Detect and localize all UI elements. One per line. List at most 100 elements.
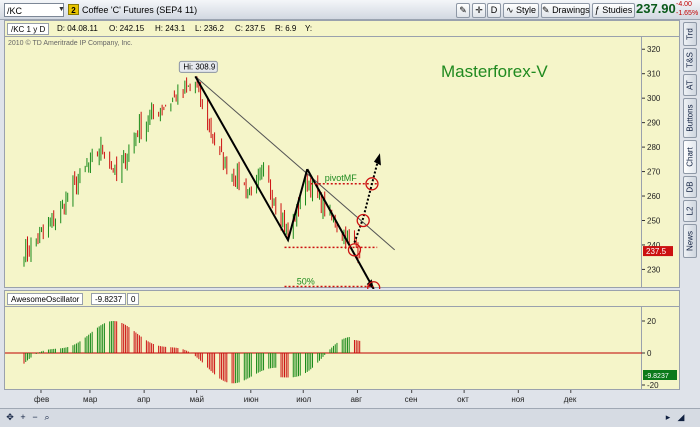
drawings-icon: ✎ xyxy=(542,5,550,15)
last-price-tag xyxy=(643,246,673,257)
projection-line xyxy=(306,168,375,289)
tab-buttons[interactable]: Buttons xyxy=(683,98,697,138)
drawings-button[interactable]: ✎ Drawings xyxy=(541,3,590,18)
bar-high: H: 243.1 xyxy=(155,24,186,33)
tab-ts-label: T&S xyxy=(685,52,695,68)
trend-line xyxy=(195,76,396,251)
price-change: -4.00 xyxy=(676,1,692,8)
bar-close: C: 237.5 xyxy=(235,24,266,33)
oscillator-value: -9.8237 xyxy=(91,293,127,305)
tab-at[interactable]: AT xyxy=(683,74,697,96)
oscillator-chart[interactable] xyxy=(5,307,643,391)
bar-low: L: 236.2 xyxy=(195,24,224,33)
date-axis[interactable]: фев мар апр май июн июл авг сен окт ноя дек xyxy=(4,390,680,408)
zoom-in-icon[interactable]: + xyxy=(20,412,26,422)
chart-toolbar: /KC ▼ 2 Coffee 'C' Futures (SEP4 11) ✎ ✛… xyxy=(0,0,700,20)
bottom-toolbar: ✥ + − ⌕ ▸ ◢ xyxy=(0,408,700,427)
copyright-text: 2010 © TD Ameritrade IP Company, Inc. xyxy=(8,40,133,47)
fifty-percent-label: 50% xyxy=(297,277,315,287)
tab-buttons-label: Buttons xyxy=(685,104,695,132)
price-tick-label: 260 xyxy=(647,192,661,201)
zoom-out-icon[interactable]: − xyxy=(32,412,38,422)
wave-path xyxy=(194,75,309,243)
month-label: июн xyxy=(244,395,259,404)
pencil-icon[interactable]: ✎ xyxy=(456,3,470,18)
month-label: авг xyxy=(350,395,362,404)
oscillator-axis[interactable]: 20 0 -20 -9.8237 xyxy=(642,306,680,390)
expand-icon[interactable]: ◢ xyxy=(677,412,685,422)
scroll-right-icon[interactable]: ▸ xyxy=(665,412,671,422)
tab-chart[interactable]: Chart xyxy=(683,140,697,174)
high-label-box xyxy=(178,60,218,73)
style-button-label: Style xyxy=(516,5,537,15)
crosshair-icon[interactable]: ✛ xyxy=(472,3,486,18)
watermark-text: Masterforex-V xyxy=(441,62,548,81)
price-tick-label: 320 xyxy=(647,45,661,54)
month-label: дек xyxy=(564,395,577,404)
drag-pan-icon[interactable]: ✥ xyxy=(6,412,14,422)
month-label: мар xyxy=(83,395,98,404)
tab-chart-label: Chart xyxy=(685,147,695,167)
chart-type-button[interactable]: D xyxy=(487,3,501,18)
bar-range: R: 6.9 xyxy=(275,24,297,33)
oscillator-tick-label: 0 xyxy=(647,349,652,358)
studies-button[interactable]: ƒ Studies xyxy=(592,3,635,18)
target-circle xyxy=(365,177,379,191)
price-header: /KC 1 y D D: 04.08.11 O: 242.15 H: 243.1… xyxy=(4,20,680,36)
studies-button-label: Studies xyxy=(602,5,633,15)
tab-news[interactable]: News xyxy=(683,224,697,258)
month-label: сен xyxy=(405,395,418,404)
projection-up-arrowhead xyxy=(373,153,381,166)
price-tick-label: 290 xyxy=(647,119,661,128)
instrument-title: Coffee 'C' Futures (SEP4 11) xyxy=(82,5,198,15)
symbol-input[interactable]: /KC xyxy=(4,3,64,17)
oscillator-name[interactable]: AwesomeOscillator xyxy=(7,293,84,305)
target-circle xyxy=(356,213,370,228)
price-tick-label: 250 xyxy=(647,216,661,225)
tab-ts[interactable]: T&S xyxy=(683,48,697,72)
symbol-dropdown-icon[interactable]: ▼ xyxy=(58,6,65,13)
month-label: ноя xyxy=(511,395,524,404)
price-axis-labels: 320 310 300 290 280 270 260 250 240 230 237.5 xyxy=(642,45,673,274)
month-label: апр xyxy=(137,395,151,404)
price-tick-label: 270 xyxy=(647,168,661,177)
oscillator-tick-label: 20 xyxy=(647,317,656,326)
price-tick-label: 240 xyxy=(647,241,661,250)
price-tick-label: 300 xyxy=(647,94,661,103)
date-axis-labels: фев мар апр май июн июл авг сен окт ноя дек xyxy=(34,390,577,404)
price-tick-label: 230 xyxy=(647,265,661,274)
price-chart[interactable]: Masterforex-V Hi: 308.9 pivotMF 50% xyxy=(5,37,643,289)
target-circle xyxy=(367,281,381,289)
tab-db-label: DB xyxy=(685,181,695,193)
price-axis[interactable]: 320 310 300 290 280 270 260 250 240 230 237.5 xyxy=(642,36,680,288)
target-circle xyxy=(347,243,362,257)
projection-up-path xyxy=(353,156,380,243)
tab-trd[interactable]: Trd xyxy=(683,22,697,46)
tab-at-label: AT xyxy=(685,80,695,90)
style-button[interactable]: ∿ Style xyxy=(503,3,539,18)
oscillator-axis-labels: 20 0 -20-9.8237 xyxy=(642,317,677,390)
tab-trd-label: Trd xyxy=(685,28,695,40)
oscillator-pane[interactable] xyxy=(4,306,643,391)
month-label: май xyxy=(190,395,204,404)
price-pane[interactable]: Masterforex-V Hi: 308.9 pivotMF 50% 2010 © … xyxy=(4,36,643,289)
price-tick-label: 310 xyxy=(647,70,661,79)
zoom-icon[interactable]: ⌕ xyxy=(44,412,50,422)
tab-db[interactable]: DB xyxy=(683,176,697,198)
tab-l2-label: L2 xyxy=(685,206,695,216)
high-label: Hi: 308.9 xyxy=(183,62,216,71)
tab-news-label: News xyxy=(685,230,695,252)
month-label: окт xyxy=(457,395,469,404)
bar-date: D: 04.08.11 xyxy=(57,24,98,33)
price-tick-label: 280 xyxy=(647,143,661,152)
drawings-button-label: Drawings xyxy=(552,5,590,15)
oscillator-tick-label: -20 xyxy=(647,381,659,390)
bar-y: Y: xyxy=(305,24,313,33)
oscillator-param: 0 xyxy=(127,293,140,305)
series-label[interactable]: /KC 1 y D xyxy=(7,23,50,35)
link-badge[interactable]: 2 xyxy=(68,4,79,15)
last-price-tag-text: 237.5 xyxy=(646,247,667,256)
tab-l2[interactable]: L2 xyxy=(683,200,697,222)
price-change-percent: -1.65% xyxy=(676,10,699,17)
